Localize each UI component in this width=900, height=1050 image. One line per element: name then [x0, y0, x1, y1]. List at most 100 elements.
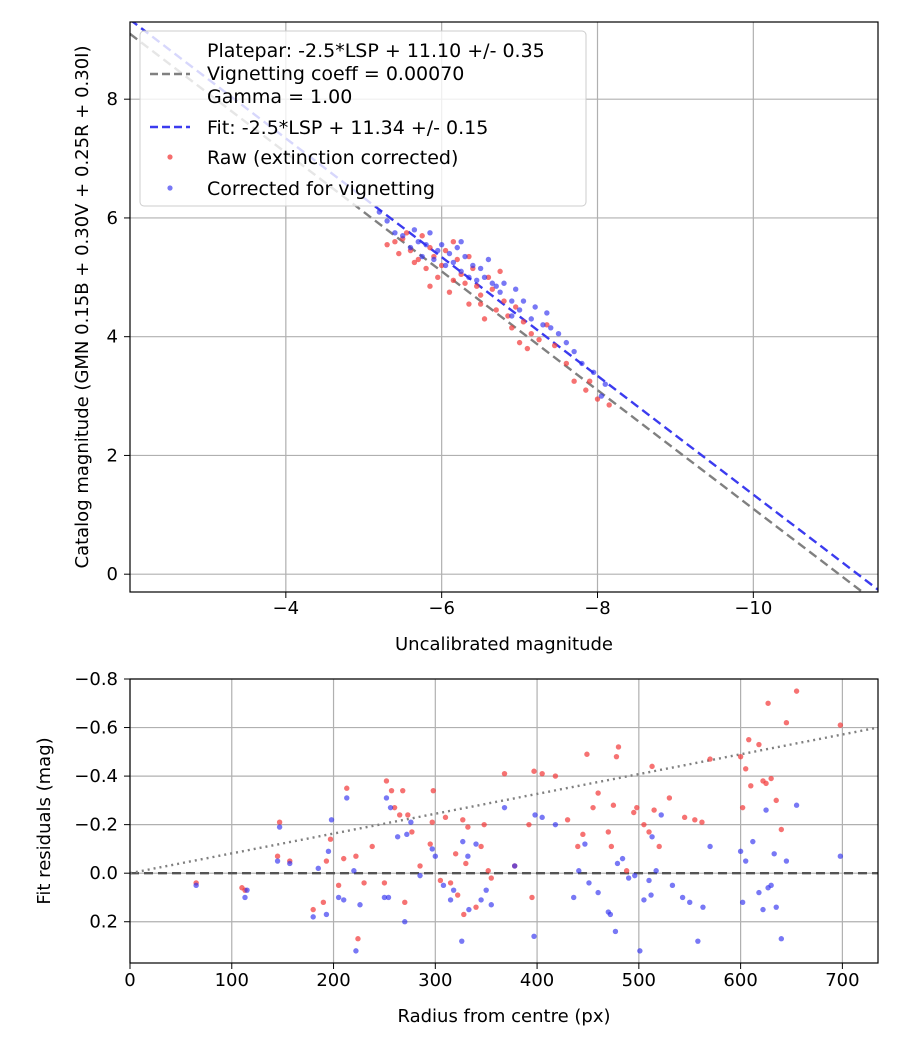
residuals-corrected-point — [646, 877, 652, 884]
residuals-raw-point — [335, 882, 342, 889]
calibration-x-label: Uncalibrated magnitude — [395, 634, 613, 655]
residuals-x-ticks: 0 100 200 300 400 500 600 700 — [124, 963, 860, 991]
residuals-raw-point — [531, 768, 537, 774]
residuals-raw-point — [465, 824, 471, 830]
calibration-y-label: Catalog magnitude (GMN 0.15B + 0.30V + 0… — [72, 45, 93, 568]
calibration-corrected-point — [563, 339, 570, 346]
residuals-raw-point — [649, 763, 655, 770]
residuals-raw-point — [773, 797, 779, 804]
residuals-corrected-point — [417, 872, 423, 879]
calibration-raw-point — [544, 322, 550, 328]
residuals-raw-point — [361, 880, 367, 886]
residuals-corrected-point — [763, 807, 769, 813]
residuals-raw-point — [765, 700, 771, 706]
residuals-corrected-point — [276, 824, 283, 830]
residuals-y-label: Fit residuals (mag) — [34, 737, 55, 904]
residuals-corrected-point — [756, 889, 762, 896]
calibration-raw-point — [427, 244, 433, 251]
residuals-raw-point — [396, 812, 403, 818]
calibration-raw-point — [415, 256, 421, 263]
residuals-raw-point — [460, 817, 466, 823]
residuals-corrected-point — [274, 858, 281, 864]
residuals-raw-point — [417, 863, 423, 869]
calibration-corrected-point — [598, 393, 605, 399]
calibration-y-tick-label: 2 — [107, 445, 118, 466]
calibration-corrected-point — [516, 307, 523, 313]
residuals-corrected-point — [743, 858, 749, 864]
calibration-raw-point — [516, 339, 523, 346]
residuals-raw-point — [529, 894, 535, 901]
residuals-corrected-point — [737, 848, 744, 855]
residuals-raw-point — [778, 826, 785, 833]
residuals-raw-point — [707, 756, 713, 762]
residuals-corrected-point — [351, 868, 357, 874]
residuals-raw-point — [447, 880, 454, 886]
residuals-raw-point — [355, 936, 361, 942]
residuals-corrected-point — [760, 906, 766, 913]
residuals-raw-point — [793, 688, 800, 694]
calibration-corrected-point — [458, 268, 464, 275]
calibration-y-tick-label: 0 — [107, 564, 118, 585]
calibration-corrected-point — [454, 244, 460, 251]
residuals-corrected-point — [768, 882, 774, 889]
residuals-raw-point — [623, 868, 630, 874]
residuals-raw-point — [391, 804, 398, 811]
residuals-raw-point — [613, 753, 620, 760]
residuals-corrected-point — [511, 863, 518, 869]
residuals-corrected-point — [310, 914, 316, 920]
calibration-raw-point — [474, 283, 480, 289]
residuals-corrected-point — [679, 894, 686, 901]
residuals-corrected-point — [571, 894, 577, 901]
residuals-raw-point — [552, 773, 559, 779]
residuals-raw-point — [768, 775, 774, 782]
residuals-corrected-point — [404, 831, 410, 838]
calibration-raw-point — [520, 319, 527, 325]
residuals-raw-point — [383, 778, 390, 784]
residuals-corrected-point — [383, 795, 390, 801]
residuals-raw-point — [463, 860, 469, 867]
residuals-raw-point — [610, 802, 617, 808]
residuals-corrected-point — [739, 899, 746, 906]
residuals-corrected-point — [328, 817, 335, 823]
residuals-corrected-point — [335, 894, 342, 901]
residuals-corrected-point — [344, 795, 350, 801]
calibration-corrected-point — [423, 241, 429, 248]
residuals-raw-point — [430, 787, 436, 794]
residuals-corrected-point — [632, 872, 638, 879]
residuals-raw-point — [442, 814, 449, 821]
calibration-corrected-point — [431, 256, 437, 263]
residuals-raw-point — [783, 719, 790, 726]
calibration-corrected-point — [501, 280, 507, 286]
calibration-raw-point — [392, 238, 398, 245]
calibration-raw-point — [587, 378, 593, 384]
calibration-corrected-point — [481, 274, 488, 281]
residuals-raw-point — [478, 843, 484, 850]
residuals-corrected-point — [315, 865, 321, 872]
residuals-raw-point — [651, 807, 657, 813]
calibration-corrected-point — [485, 256, 492, 263]
residuals-raw-point — [539, 770, 545, 777]
calibration-corrected-point — [540, 322, 546, 328]
calibration-x-tick-label: −4 — [273, 598, 300, 619]
calibration-corrected-point — [435, 247, 441, 254]
calibration-x-ticks: −4 −6 −8 −10 — [273, 592, 772, 619]
calibration-raw-point — [411, 259, 418, 266]
residuals-raw-point — [405, 812, 411, 818]
residuals-raw-point — [584, 751, 590, 757]
calibration-corrected-point — [512, 286, 519, 292]
residuals-raw-point — [763, 780, 769, 787]
residuals-corrected-point — [323, 911, 330, 918]
residuals-corrected-point — [381, 894, 388, 901]
legend-platepar-line-2: Vignetting coeff = 0.00070 — [207, 63, 464, 85]
calibration-points — [376, 209, 612, 408]
residuals-raw-point — [276, 819, 283, 825]
residuals-raw-point — [656, 843, 662, 850]
calibration-corrected-point — [411, 227, 418, 233]
residuals-corrected-point — [287, 860, 293, 867]
residuals-corrected-point — [619, 855, 626, 862]
residuals-corrected-point — [459, 938, 465, 944]
residuals-raw-point — [590, 804, 596, 811]
calibration-corrected-point — [384, 218, 390, 224]
residuals-raw-point — [575, 843, 581, 850]
calibration-corrected-point — [427, 230, 433, 236]
